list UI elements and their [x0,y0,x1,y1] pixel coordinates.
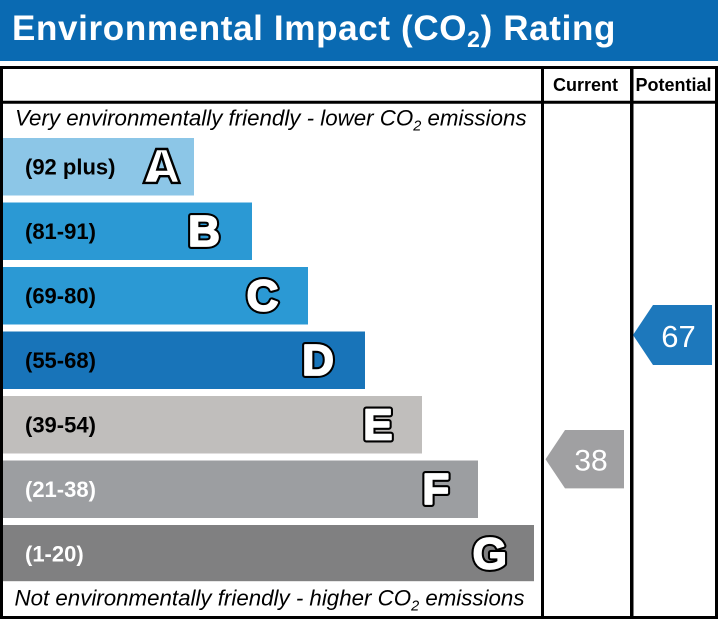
svg-text:Potential: Potential [635,75,711,95]
svg-text:(92 plus): (92 plus) [25,155,115,180]
svg-text:Environmental Impact (CO2) Rat: Environmental Impact (CO2) Rating [12,9,616,52]
svg-text:(1-20): (1-20) [25,542,84,567]
svg-text:G: G [473,530,507,579]
svg-text:38: 38 [574,445,607,478]
svg-text:(39-54): (39-54) [25,413,96,438]
svg-text:(81-91): (81-91) [25,219,96,244]
svg-text:D: D [302,336,334,385]
svg-text:C: C [247,272,279,321]
svg-text:C: C [247,272,279,321]
svg-text:B: B [188,207,220,256]
svg-text:E: E [363,401,392,450]
svg-text:F: F [422,465,449,514]
svg-text:G: G [473,530,507,579]
svg-text:(21-38): (21-38) [25,477,96,502]
svg-text:F: F [422,465,449,514]
svg-text:B: B [188,207,220,256]
svg-text:67: 67 [661,319,695,354]
svg-text:(69-80): (69-80) [25,284,96,309]
svg-text:E: E [363,401,392,450]
svg-text:Very environmentally friendly: Very environmentally friendly - lower CO… [15,106,527,135]
svg-text:(55-68): (55-68) [25,348,96,373]
svg-text:Current: Current [553,75,618,95]
svg-text:Not environmentally friendly -: Not environmentally friendly - higher CO… [15,586,525,615]
svg-text:D: D [302,336,334,385]
